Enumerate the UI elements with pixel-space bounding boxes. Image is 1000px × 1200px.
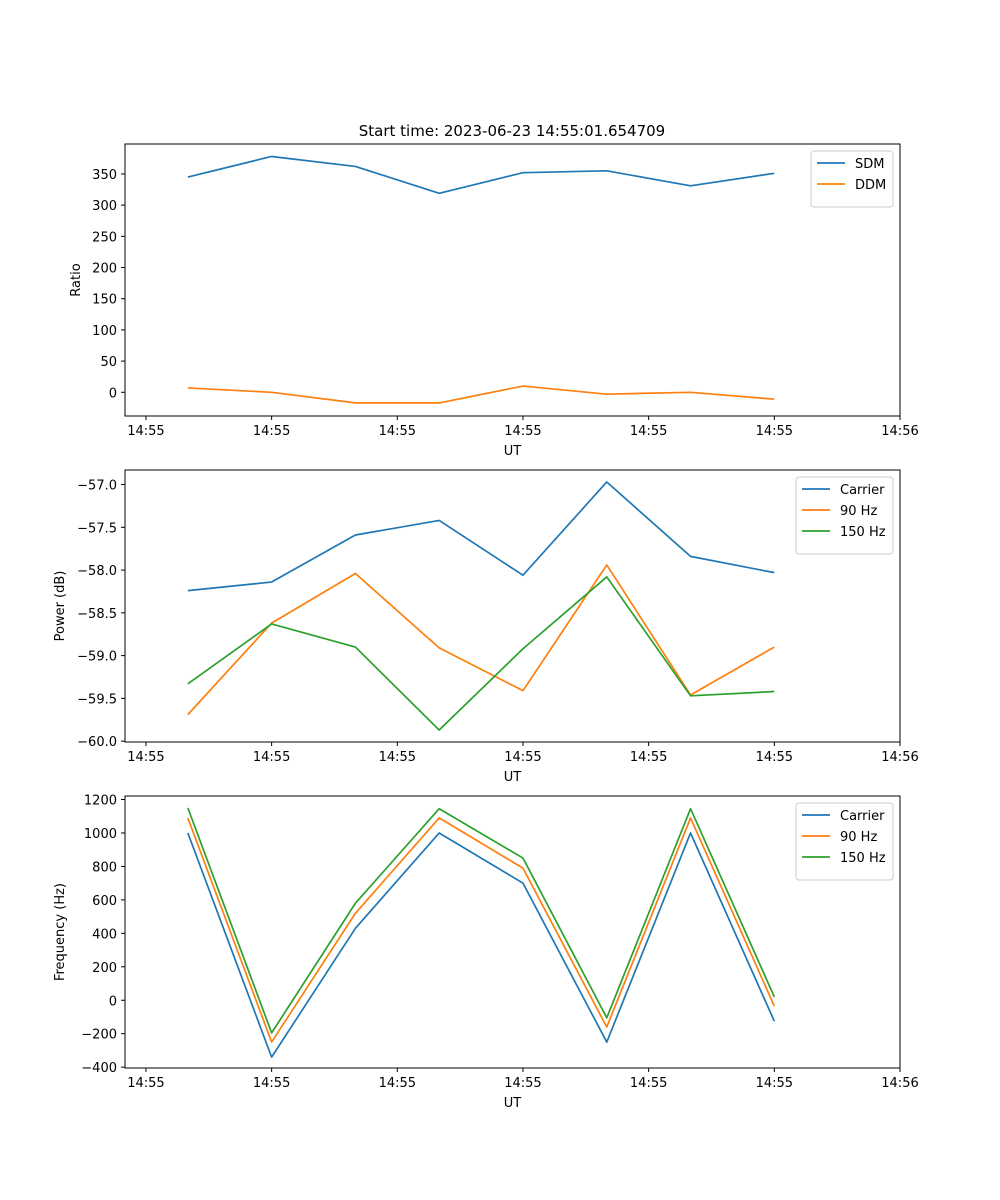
legend-label: 90 Hz [840, 504, 877, 519]
x-tick-label: 14:55 [379, 750, 416, 765]
y-tick-label: 50 [100, 355, 117, 370]
x-tick-label: 14:55 [756, 1076, 793, 1091]
y-tick-label: 400 [92, 927, 117, 942]
y-tick-label: −60.0 [77, 735, 117, 750]
legend-label: Carrier [840, 809, 885, 824]
x-axis-label: UT [504, 444, 522, 459]
legend-box [795, 476, 894, 555]
y-tick-label: 250 [92, 230, 117, 245]
figure-title: Start time: 2023-06-23 14:55:01.654709 [359, 122, 665, 140]
series-line-150-hz [187, 576, 775, 731]
series-line-90-hz [187, 817, 776, 1043]
x-tick-label: 14:55 [504, 750, 541, 765]
x-tick-label: 14:55 [630, 424, 667, 439]
legend-label: 90 Hz [840, 830, 877, 845]
axes-frame [124, 469, 901, 743]
series-line-ddm [187, 385, 775, 404]
x-tick-label: 14:55 [630, 1076, 667, 1091]
series-line-90-hz [187, 564, 775, 716]
x-tick-label: 14:55 [504, 1076, 541, 1091]
legend-label: Carrier [840, 483, 885, 498]
legend-box [795, 802, 894, 881]
x-tick-label: 14:56 [881, 424, 918, 439]
x-tick-label: 14:55 [630, 750, 667, 765]
x-tick-label: 14:55 [379, 424, 416, 439]
series-line-150-hz [187, 807, 776, 1034]
y-tick-label: −57.0 [77, 479, 117, 494]
y-tick-label: −59.0 [77, 650, 117, 665]
panel-power: 14:55 14:55 14:55 14:55 14:55 14:55 14:56 −60.0… [53, 469, 919, 785]
y-tick-label: 100 [92, 324, 117, 339]
legend-label: 150 Hz [840, 525, 886, 540]
y-tick-label: −58.5 [77, 607, 117, 622]
y-tick-label: 200 [92, 961, 117, 976]
y-tick-label: 1200 [84, 794, 117, 809]
y-tick-label: 0 [109, 994, 117, 1009]
x-tick-label: 14:56 [881, 750, 918, 765]
panel-frequency: 14:55 14:55 14:55 14:55 14:55 14:55 14:56 −400 −… [53, 794, 919, 1111]
x-tick-label: 14:55 [127, 424, 164, 439]
series-line-carrier [187, 832, 776, 1058]
y-tick-label: −200 [81, 1028, 117, 1043]
y-tick-label: 350 [92, 168, 117, 183]
legend-box [810, 150, 894, 208]
y-tick-label: 600 [92, 894, 117, 909]
series-line-carrier [187, 481, 775, 592]
x-tick-label: 14:55 [127, 1076, 164, 1091]
x-axis-label: UT [504, 770, 522, 785]
y-axis-label: Frequency (Hz) [53, 883, 68, 981]
y-tick-label: 300 [92, 199, 117, 214]
x-tick-label: 14:55 [504, 424, 541, 439]
axes-frame [124, 795, 901, 1069]
y-tick-label: −400 [81, 1061, 117, 1076]
x-tick-label: 14:55 [253, 750, 290, 765]
y-tick-label: 1000 [84, 827, 117, 842]
x-tick-label: 14:55 [253, 1076, 290, 1091]
y-tick-label: 0 [109, 386, 117, 401]
legend-label: SDM [855, 157, 884, 172]
axes-frame [124, 143, 901, 417]
panel-ratio: 14:55 14:55 14:55 14:55 14:55 14:55 14:56 0 50 10… [69, 143, 919, 459]
y-tick-label: 200 [92, 262, 117, 277]
x-tick-label: 14:55 [756, 750, 793, 765]
series-line-sdm [187, 155, 775, 195]
y-tick-label: −58.0 [77, 564, 117, 579]
y-axis-label: Ratio [69, 263, 84, 296]
y-tick-label: −59.5 [77, 692, 117, 707]
legend-label: DDM [855, 178, 886, 193]
y-tick-label: 800 [92, 860, 117, 875]
x-tick-label: 14:55 [379, 1076, 416, 1091]
x-tick-label: 14:55 [756, 424, 793, 439]
legend-label: 150 Hz [840, 851, 886, 866]
y-tick-label: −57.5 [77, 521, 117, 536]
y-tick-label: 150 [92, 293, 117, 308]
x-tick-label: 14:55 [127, 750, 164, 765]
x-tick-label: 14:55 [253, 424, 290, 439]
y-axis-label: Power (dB) [53, 571, 68, 642]
x-axis-label: UT [504, 1096, 522, 1111]
x-tick-label: 14:56 [881, 1076, 918, 1091]
